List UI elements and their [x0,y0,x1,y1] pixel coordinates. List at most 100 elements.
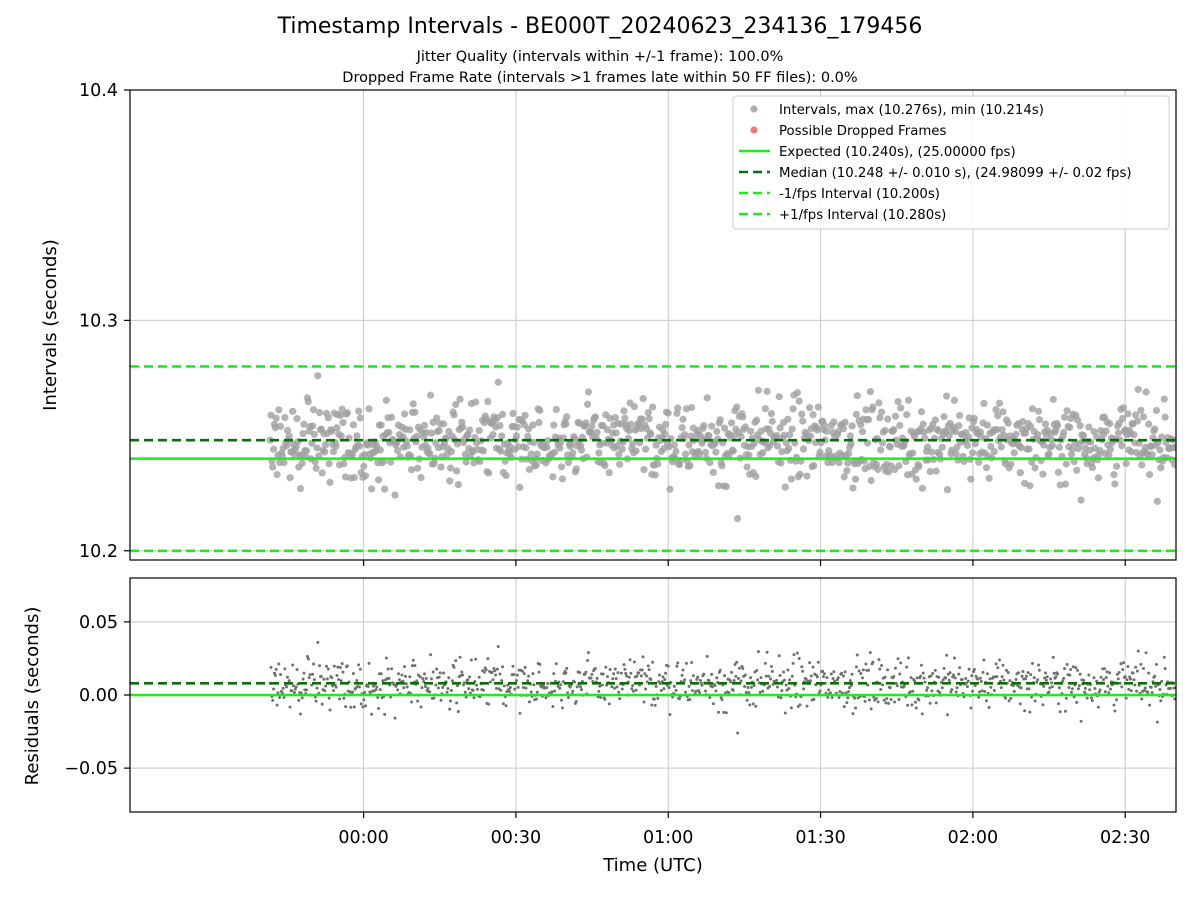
residual-point [537,670,541,674]
residual-point [878,667,882,671]
interval-point [700,422,708,430]
residual-point [1076,687,1080,691]
interval-point [620,407,628,415]
legend-entry: Expected (10.240s), (25.00000 fps) [779,145,1016,160]
interval-point [525,465,534,474]
interval-point [605,469,613,477]
interval-point [969,449,977,457]
legend: Intervals, max (10.276s), min (10.214s) P… [732,95,1170,230]
interval-point [781,483,789,491]
residual-point [493,669,497,673]
residual-point [787,687,791,691]
residual-point [917,698,921,702]
interval-point [1132,411,1140,419]
interval-point [919,420,927,428]
residual-point [1107,691,1111,695]
interval-point [745,451,753,459]
interval-point [754,386,763,394]
interval-point [1028,458,1036,466]
residual-point [488,680,492,684]
residual-point [743,673,747,677]
interval-point [302,447,311,455]
residual-point [914,706,918,710]
residual-point [658,673,662,677]
interval-point [286,474,294,482]
interval-point [512,432,521,440]
interval-point [992,405,1000,414]
interval-point [322,441,330,449]
legend-entry: +1/fps Interval (10.280s) [779,208,946,223]
interval-point [299,430,307,438]
residual-point [944,676,948,680]
residual-point [854,665,858,669]
residual-point [269,665,273,669]
residual-point [616,671,620,675]
residual-point [401,679,405,683]
residual-point [277,662,281,666]
interval-point [275,406,283,414]
residual-point [463,690,467,694]
residual-point [610,685,614,689]
interval-point [273,470,281,479]
residual-point [640,668,644,672]
residual-point [957,672,961,676]
legend-marker [750,126,758,134]
residual-point [1037,663,1041,667]
residual-point [337,677,341,681]
residual-point [370,712,374,716]
interval-point [1035,416,1044,424]
residual-point [460,670,464,674]
residual-point [1092,676,1096,680]
residual-point [732,678,736,682]
residual-point [531,672,535,676]
interval-point [729,447,737,455]
residual-point [1097,690,1101,694]
residual-point [1108,671,1112,675]
residual-point [809,674,813,678]
interval-point [328,427,336,435]
residual-point [456,709,460,713]
residual-point [1030,661,1034,665]
residual-point [782,678,786,682]
interval-point [848,422,856,430]
interval-point [1094,474,1102,482]
interval-point [1004,419,1012,427]
interval-point [853,392,861,400]
residual-point [498,672,502,676]
residual-point [323,689,327,693]
residual-point [1153,674,1157,678]
residual-point [965,685,969,689]
interval-point [1130,431,1138,439]
residual-point [734,674,738,678]
residual-point [1077,684,1081,688]
residual-point [357,685,361,689]
residual-point [410,664,414,668]
interval-point [1090,427,1098,436]
residual-point [411,658,415,662]
residual-point [979,679,983,683]
interval-point [309,406,318,414]
residual-point [521,686,525,690]
interval-point [527,450,535,458]
residual-point [590,672,594,676]
residual-point [729,680,733,684]
residual-point [812,697,816,701]
residual-point [775,678,779,682]
interval-point [462,458,470,466]
interval-point [904,396,913,404]
residual-point [469,658,473,662]
residual-point [1123,675,1127,679]
interval-point [877,446,885,454]
interval-point [909,449,917,457]
interval-point [433,414,441,422]
interval-point [318,469,326,477]
residual-point [1126,665,1130,669]
legend-entry: Median (10.248 +/- 0.010 s), (24.98099 +… [779,166,1132,181]
interval-point [644,409,652,417]
interval-point [1054,421,1062,430]
interval-point [1010,449,1018,457]
residual-point [748,703,752,707]
residual-point [848,679,852,683]
interval-point [276,422,285,430]
residual-point [818,689,822,693]
